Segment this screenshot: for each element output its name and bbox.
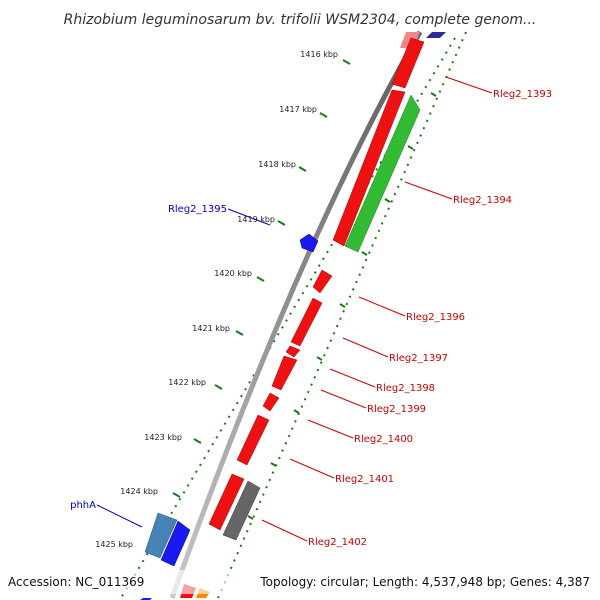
gene-label[interactable]: Rleg2_1396: [406, 312, 465, 323]
gene-label[interactable]: Rleg2_1398: [376, 383, 435, 394]
cds-arrow: [344, 94, 421, 253]
cds-arrow: [312, 269, 333, 294]
tick-label: 1416 kbp: [300, 50, 338, 59]
gene-label[interactable]: phhA: [70, 500, 96, 511]
gene-label[interactable]: Rleg2_1400: [354, 434, 413, 445]
cds-arrow: [208, 473, 245, 531]
gene-label[interactable]: Rleg2_1395: [168, 204, 227, 215]
cds-arrow: [290, 297, 323, 347]
tick-label: 1418 kbp: [258, 160, 296, 169]
cds-arrow: [299, 233, 319, 253]
cds-arrow: [236, 414, 270, 466]
map-title: Rhizobium leguminosarum bv. trifolii WSM…: [64, 12, 537, 28]
gene-label[interactable]: Rleg2_1394: [453, 195, 512, 206]
tick-label: 1421 kbp: [192, 324, 230, 333]
gene-label[interactable]: Rleg2_1402: [308, 537, 367, 548]
cds-arrow: [144, 512, 178, 559]
tick-label: 1417 kbp: [279, 105, 317, 114]
tick-label: 1423 kbp: [144, 433, 182, 442]
tick-label: 1422 kbp: [168, 378, 206, 387]
gene-label[interactable]: Rleg2_1401: [335, 474, 394, 485]
cds-arrow: [222, 480, 261, 541]
cds-arrow: [426, 32, 446, 38]
tick-label: 1424 kbp: [120, 487, 158, 496]
gene-label[interactable]: Rleg2_1393: [493, 89, 552, 100]
label-leaders: [96, 76, 493, 542]
accession-text: Accession: NC_011369: [8, 575, 144, 589]
cds-arrow: [391, 37, 425, 89]
cds-arrow: [271, 355, 298, 391]
forward-cds-track: [180, 32, 446, 598]
genome-backbone: [169, 30, 423, 599]
cds-arrow: [332, 89, 406, 247]
footer-background: [0, 570, 600, 594]
gene-label[interactable]: Rleg2_1397: [389, 353, 448, 364]
tick-label: 1425 kbp: [95, 540, 133, 549]
inner-major-ticks: [247, 92, 437, 520]
topology-text: Topology: circular; Length: 4,537,948 bp…: [259, 575, 590, 589]
cds-arrow: [262, 392, 280, 412]
gene-labels: Rleg2_1393 Rleg2_1394 Rleg2_1396 Rleg2_1…: [70, 89, 552, 548]
cds-arrow: [285, 345, 301, 358]
cds-arrow: [160, 520, 191, 567]
tick-label: 1420 kbp: [214, 269, 252, 278]
gene-label[interactable]: Rleg2_1399: [367, 404, 426, 415]
